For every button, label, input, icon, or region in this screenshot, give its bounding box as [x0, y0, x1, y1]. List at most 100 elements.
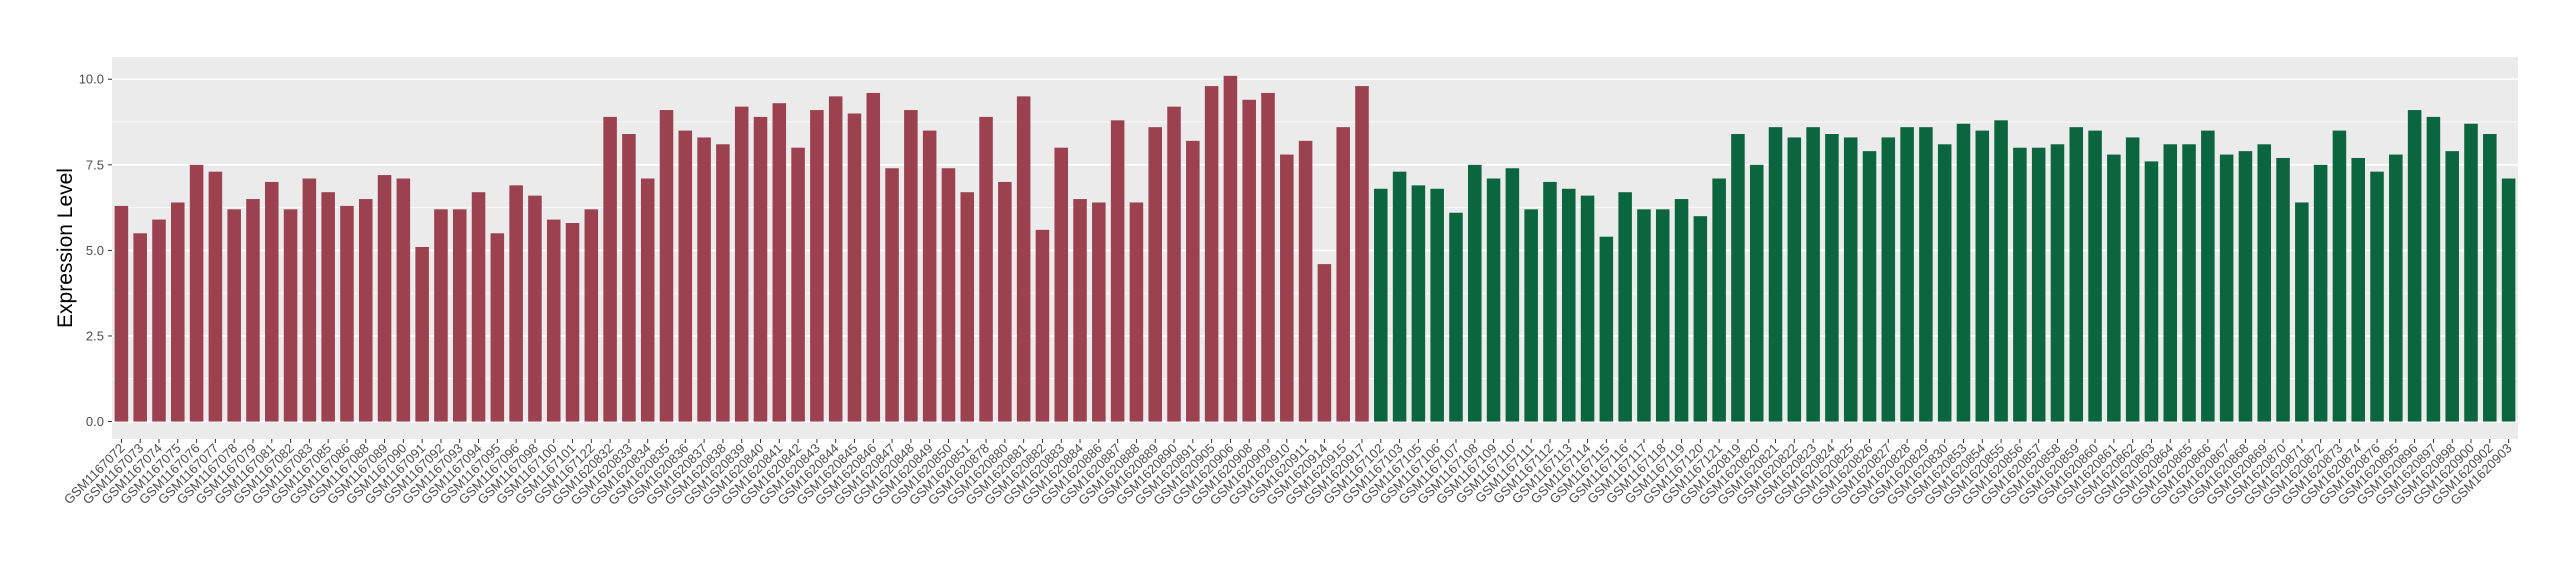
bar — [2389, 154, 2403, 422]
bar — [1561, 188, 1576, 422]
bar — [1468, 164, 1482, 422]
bar — [678, 130, 693, 422]
bar — [1167, 106, 1181, 422]
bar — [640, 178, 655, 422]
bar — [2107, 154, 2121, 422]
bar — [189, 164, 204, 422]
bar — [979, 116, 993, 422]
bar — [321, 192, 335, 422]
bar — [2088, 130, 2102, 422]
bar — [1637, 209, 1651, 422]
bar — [302, 178, 317, 422]
bar — [2163, 144, 2178, 422]
bar — [1806, 127, 1820, 422]
bar — [377, 175, 392, 422]
bar — [1731, 134, 1745, 422]
bar — [528, 195, 542, 422]
bar — [2445, 151, 2459, 422]
bar — [603, 116, 617, 422]
bar — [998, 181, 1012, 422]
bar — [396, 178, 411, 422]
bar — [208, 171, 223, 422]
bar — [1524, 209, 1538, 422]
y-tick-label: 7.5 — [86, 157, 104, 172]
bar — [1092, 202, 1106, 422]
bar — [1862, 151, 1877, 422]
bar — [2219, 154, 2234, 422]
bar — [1994, 120, 2008, 422]
bar — [1843, 137, 1858, 422]
bar — [1298, 140, 1313, 422]
bar — [1110, 120, 1125, 422]
bar — [1956, 123, 1971, 422]
bar — [2295, 202, 2309, 422]
bar — [452, 209, 467, 422]
bar — [941, 168, 956, 422]
bar — [2031, 147, 2046, 422]
y-tick-label: 10.0 — [79, 72, 104, 87]
bar — [847, 113, 862, 422]
bar — [734, 106, 749, 422]
bar — [828, 96, 843, 422]
bar — [1580, 195, 1595, 422]
bar — [1336, 127, 1350, 422]
bar — [2426, 116, 2441, 422]
bar — [358, 199, 373, 422]
bar — [1787, 137, 1802, 422]
bar — [283, 209, 298, 422]
bar — [810, 110, 824, 422]
bar — [265, 181, 279, 422]
bar — [1073, 199, 1087, 422]
bar — [2201, 130, 2215, 422]
bar — [1129, 202, 1144, 422]
bar — [471, 192, 486, 422]
y-axis-title: Expression Level — [54, 168, 77, 328]
bar — [1148, 127, 1162, 422]
bar — [659, 110, 674, 422]
bar — [2313, 164, 2328, 422]
bar — [1204, 86, 1219, 422]
bar — [1505, 168, 1520, 422]
bar — [2144, 161, 2159, 422]
bar — [246, 199, 260, 422]
bar — [2257, 144, 2272, 422]
bar — [716, 144, 730, 422]
bar — [1280, 154, 1294, 422]
bar — [340, 205, 354, 422]
bar — [1411, 185, 1426, 422]
y-tick-label: 5.0 — [86, 243, 104, 258]
bar — [2069, 127, 2084, 422]
bar — [2013, 147, 2027, 422]
bar — [1355, 86, 1369, 422]
bar — [2182, 144, 2196, 422]
bar — [227, 209, 241, 422]
bar — [885, 168, 899, 422]
bar — [509, 185, 523, 422]
bar — [922, 130, 937, 422]
bar — [1543, 181, 1557, 422]
bar — [1768, 127, 1783, 422]
bar — [1186, 140, 1200, 422]
bar — [114, 205, 129, 422]
bar — [1035, 229, 1050, 422]
bar — [546, 219, 561, 422]
bar — [1486, 178, 1501, 422]
bar — [753, 116, 768, 422]
y-tick-label: 0.0 — [86, 414, 104, 429]
bar — [2238, 151, 2253, 422]
bar — [697, 137, 711, 422]
bar — [1712, 178, 1726, 422]
bar — [791, 147, 805, 422]
y-tick-label: 2.5 — [86, 328, 104, 343]
bar — [866, 92, 881, 422]
bar — [415, 246, 429, 422]
bar — [904, 110, 918, 422]
bar — [2501, 178, 2516, 422]
bar — [565, 223, 580, 422]
bar — [490, 233, 505, 422]
bar — [1937, 144, 1952, 422]
bar — [434, 209, 448, 422]
bar — [2407, 110, 2422, 422]
bar — [1655, 209, 1670, 422]
bar — [152, 219, 166, 422]
